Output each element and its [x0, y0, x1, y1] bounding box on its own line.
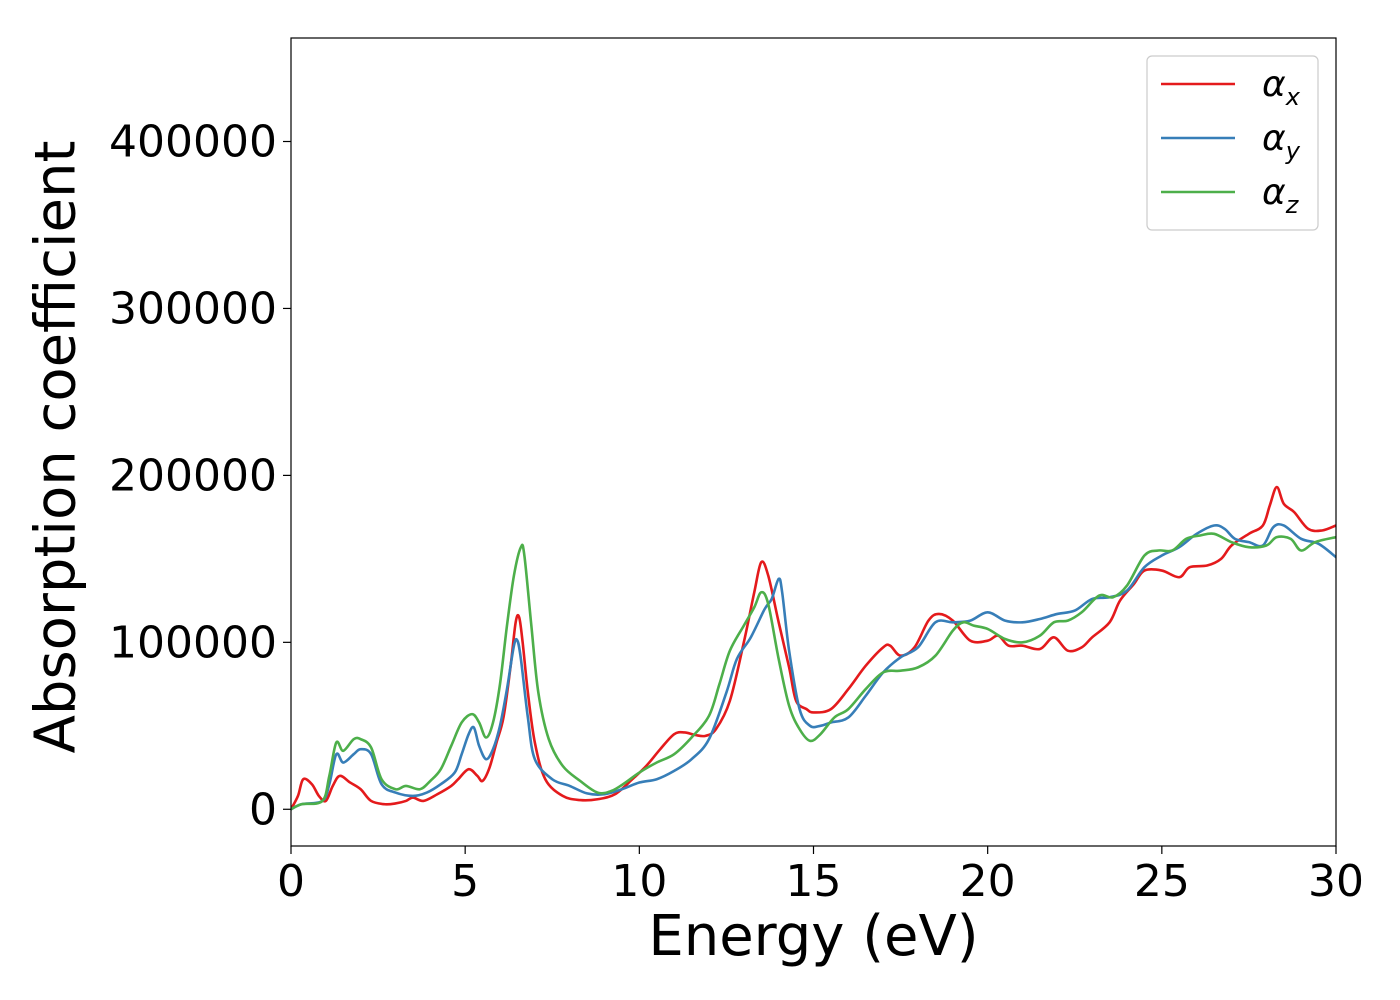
- series-alpha-x-line: [291, 485, 1336, 811]
- series-alpha-z-line: [291, 532, 1336, 811]
- x-tick-label: 30: [1308, 856, 1364, 907]
- y-axis-label: Absorption coefficient: [24, 141, 89, 754]
- y-tick-label: 400000: [109, 117, 277, 168]
- legend-label-subscript: x: [1285, 83, 1301, 111]
- x-axis-ticks: 0 5 10 15 20 25 30: [277, 846, 1364, 907]
- x-axis-label: Energy (eV): [648, 904, 978, 969]
- y-tick-label: 300000: [109, 283, 277, 334]
- x-tick-label: 5: [451, 856, 479, 907]
- legend-label-subscript: z: [1285, 191, 1300, 219]
- legend-box: [1146, 55, 1319, 231]
- x-tick-label: 20: [960, 856, 1016, 907]
- series-layer: [291, 485, 1336, 811]
- legend-label-subscript: y: [1285, 137, 1301, 165]
- x-tick-label: 15: [786, 856, 842, 907]
- x-tick-label: 25: [1134, 856, 1190, 907]
- y-tick-label: 100000: [109, 617, 277, 668]
- y-tick-label: 0: [249, 784, 277, 835]
- y-tick-label: 200000: [109, 450, 277, 501]
- x-tick-label: 0: [277, 856, 305, 907]
- series-alpha-y-line: [291, 522, 1336, 811]
- x-tick-label: 10: [611, 856, 667, 907]
- y-axis-ticks: 0 100000 200000 300000 400000: [109, 117, 291, 835]
